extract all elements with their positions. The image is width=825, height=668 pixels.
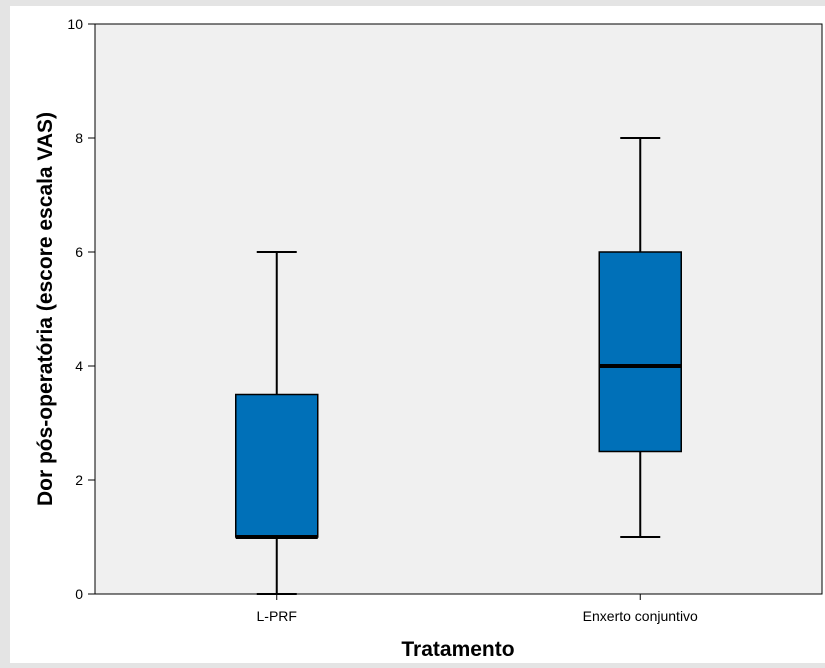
y-tick-label: 4 — [75, 358, 83, 374]
iqr-box — [235, 393, 319, 538]
boxplot-chart: 0 2 4 6 8 10 L-PRF Enxerto conjuntivo Dor pós-o… — [34, 16, 823, 661]
box-l-prf — [235, 251, 319, 595]
y-tick-label: 10 — [67, 16, 83, 32]
y-tick-label: 8 — [75, 130, 83, 146]
y-tick-label: 0 — [75, 586, 83, 602]
x-tick-label: L-PRF — [257, 608, 297, 624]
chart-figure: 0 2 4 6 8 10 L-PRF Enxerto conjuntivo Dor pós-o… — [10, 6, 825, 663]
y-tick-label: 6 — [75, 244, 83, 260]
iqr-box — [598, 251, 682, 453]
y-axis-title: Dor pós-operatória (escore escala VAS) — [34, 112, 57, 506]
box-enxerto-conjuntivo — [598, 137, 682, 538]
x-tick-label: Enxerto conjuntivo — [583, 608, 698, 624]
x-axis-title: Tratamento — [401, 638, 514, 661]
y-tick-label: 2 — [75, 472, 83, 488]
plot-area — [94, 23, 823, 595]
